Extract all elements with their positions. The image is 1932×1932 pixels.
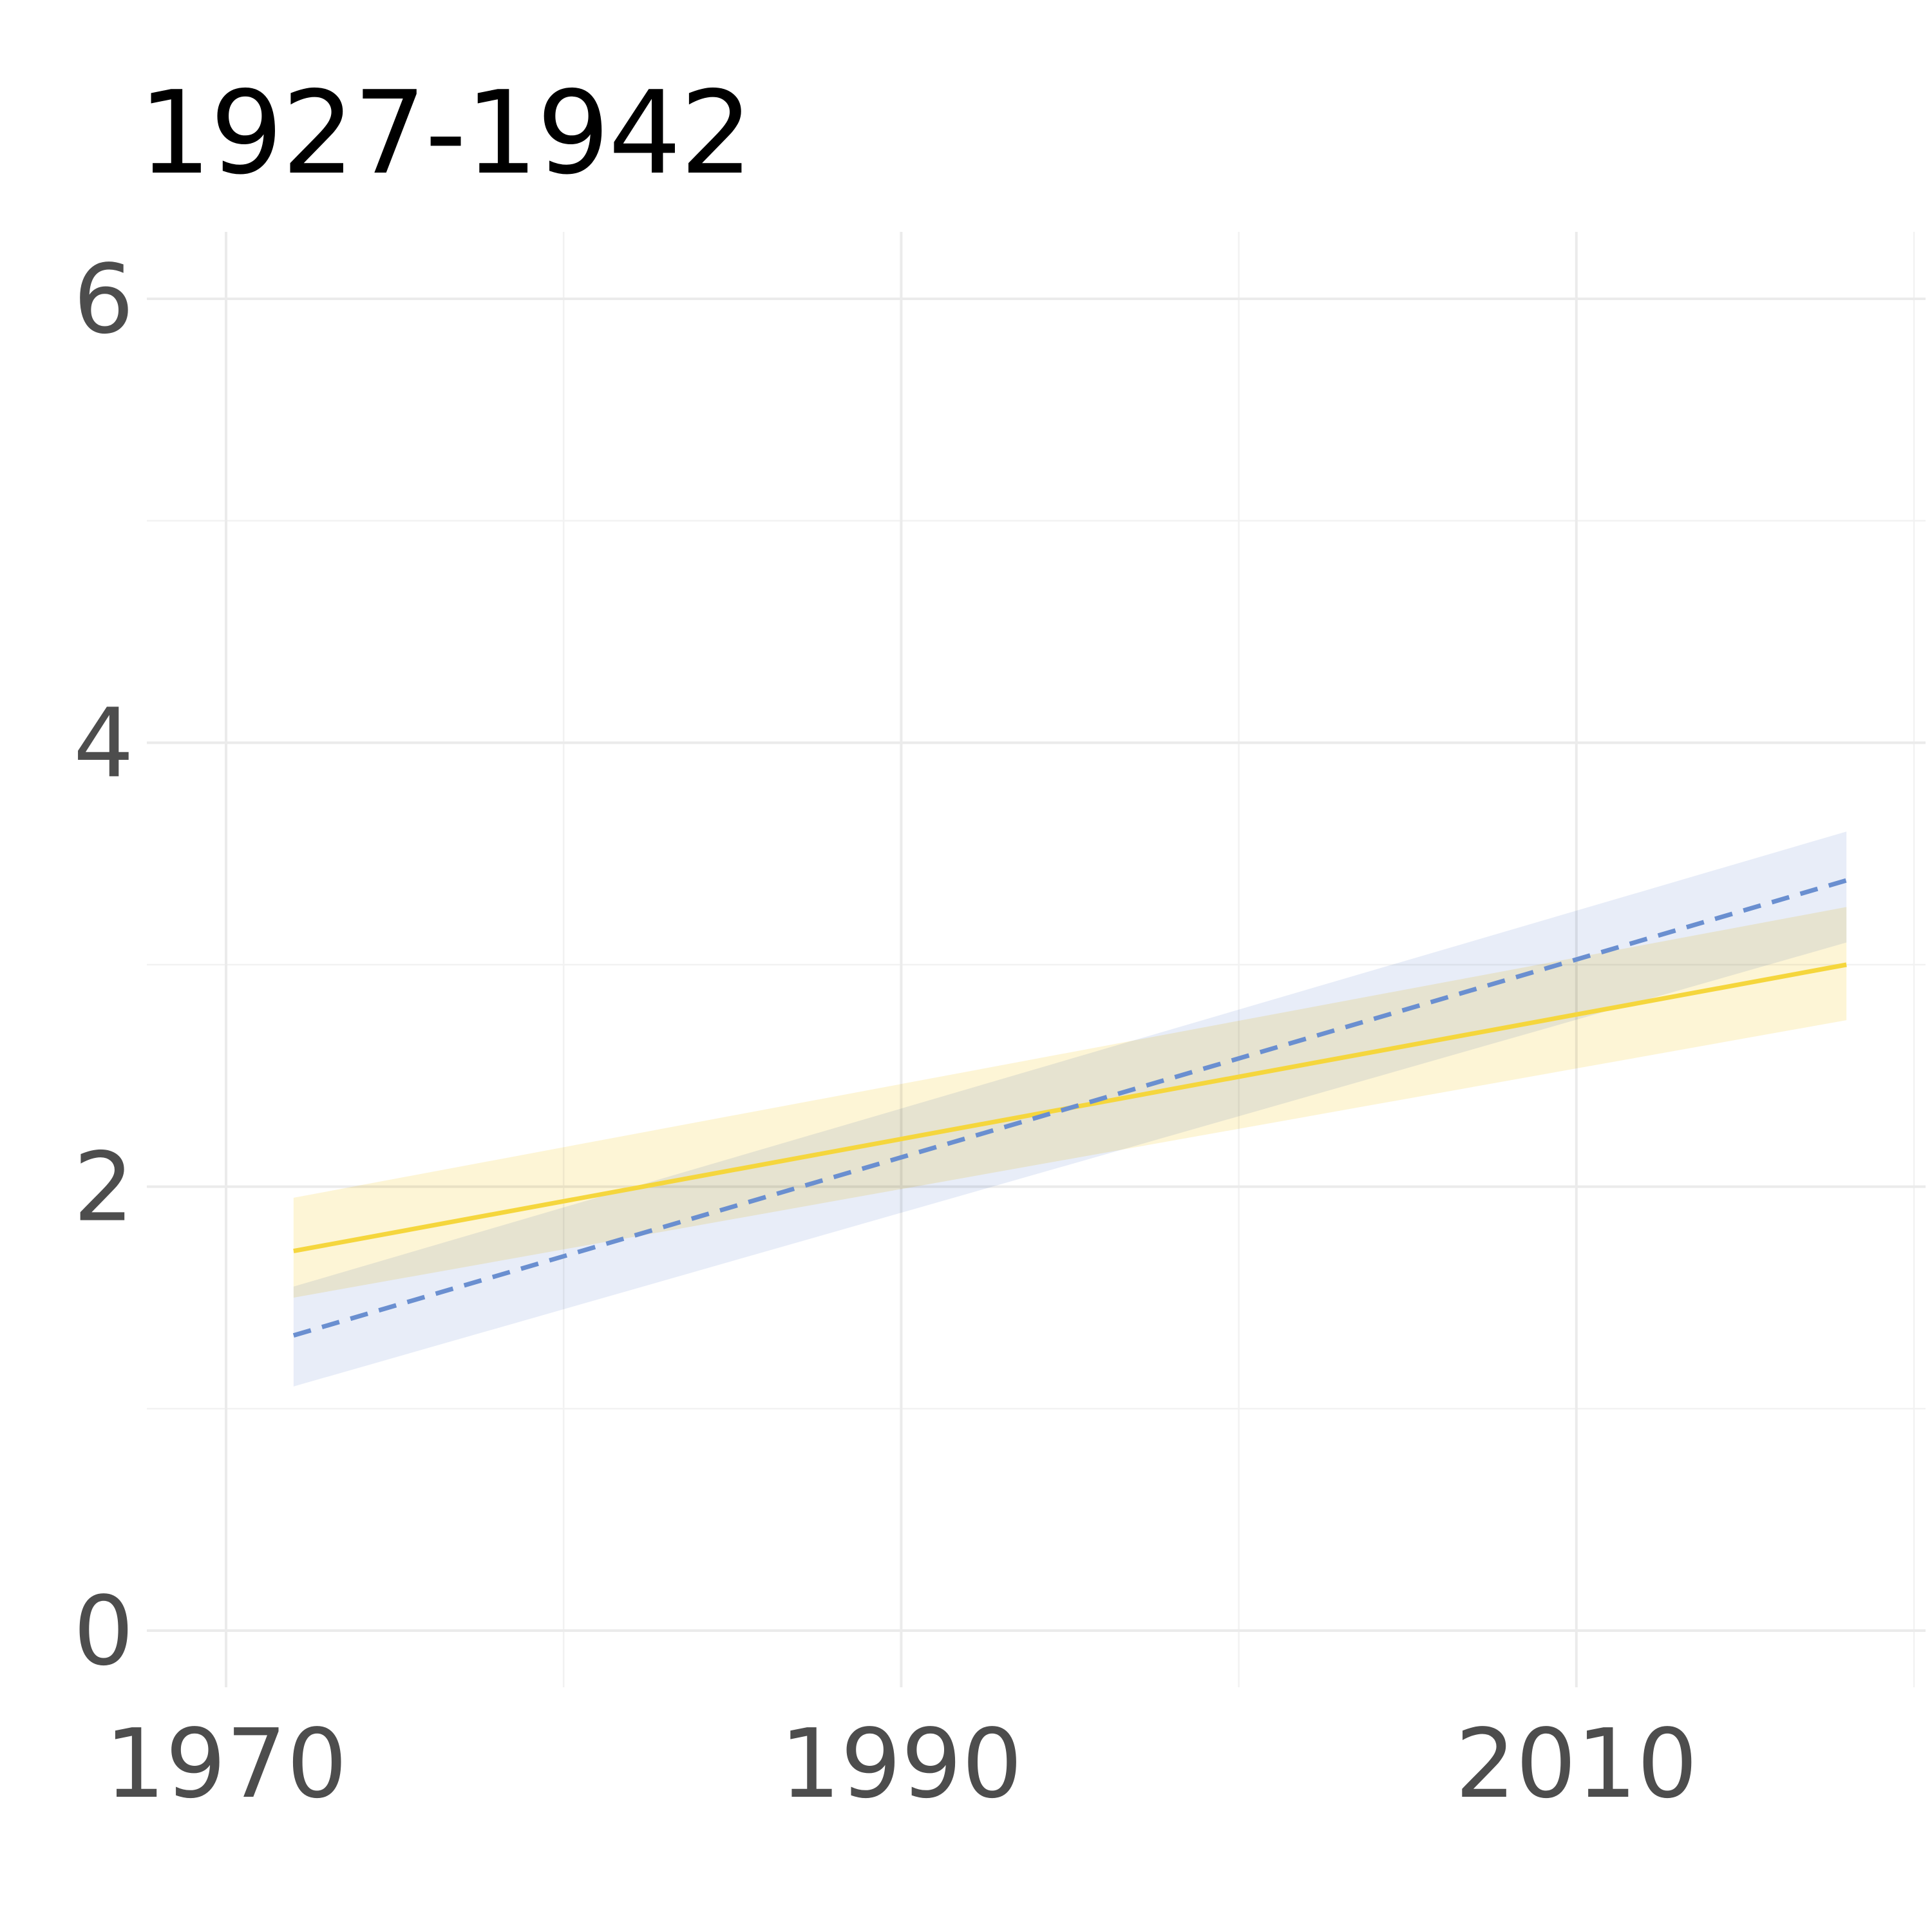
y-tick-label: 6	[73, 244, 134, 355]
x-tick-label: 2010	[1455, 1709, 1698, 1819]
trend-line-2	[292, 878, 1848, 1338]
chart-title: 1927-1942	[138, 66, 753, 200]
trend-lines	[292, 878, 1848, 1338]
x-axis-tick-labels: 1970 1990 2010	[105, 1709, 1698, 1819]
y-tick-label: 0	[73, 1576, 134, 1687]
y-tick-label: 2	[73, 1132, 134, 1243]
y-tick-label: 4	[73, 688, 134, 799]
x-tick-label: 1970	[105, 1709, 348, 1819]
y-axis-tick-labels: 0 2 4 6	[73, 244, 134, 1687]
x-tick-label: 1990	[780, 1709, 1023, 1819]
